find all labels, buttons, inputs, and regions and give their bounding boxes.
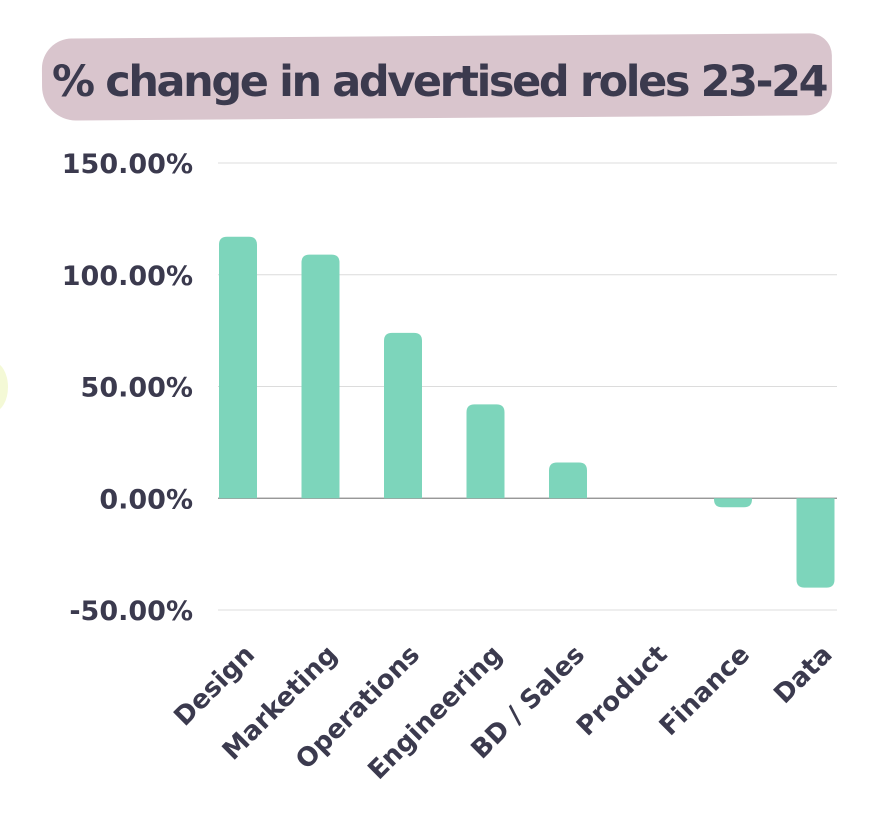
x-category-label: Data [768,640,838,710]
bar-marketing [301,254,340,499]
y-tick-label: -50.00% [69,596,193,627]
x-category-label: Finance [654,640,756,742]
y-tick-label: 0.00% [99,484,193,515]
bars [219,236,835,588]
y-axis-ticks: 150.00% 100.00% 50.00% 0.00% -50.00% [62,149,193,627]
bar-bd-sales [549,462,587,499]
y-tick-label: 150.00% [62,149,193,180]
bar-data [796,498,835,588]
x-category-label: Product [571,640,673,742]
y-tick-label: 100.00% [62,261,193,292]
chart-title: % change in advertised roles 23-24 [52,57,829,107]
decorative-blob [0,362,8,412]
bar-engineering [466,404,505,499]
bar-design [219,236,257,499]
bar-finance [714,498,752,508]
bar-operations [384,332,422,499]
y-tick-label: 50.00% [81,373,193,404]
